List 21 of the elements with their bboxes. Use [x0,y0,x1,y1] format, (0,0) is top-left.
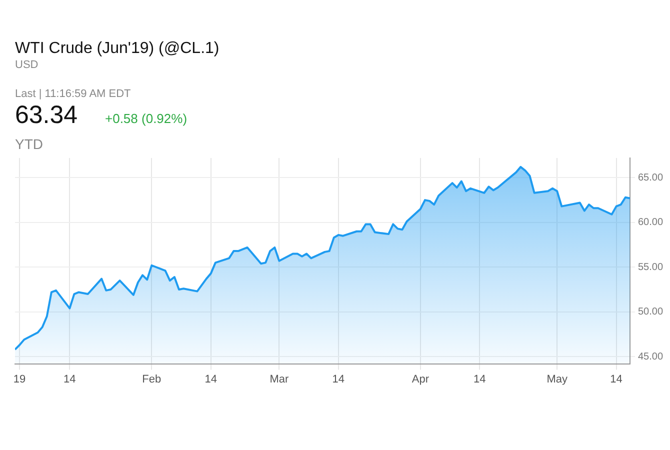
text: Last | 11:16:59 AM EDT [15,88,131,100]
x-tick-label: 19 [13,373,26,386]
x-tick-label: Mar [270,373,290,386]
chart-title: WTI Crude (Jun'19) (@CL.1) [15,40,220,58]
x-tick-label: 14 [474,373,486,386]
x-tick-label: 14 [332,373,345,386]
y-tick-label: 50.00 [638,306,664,318]
chart-subtitle: USD [15,59,38,71]
y-tick-label: 55.00 [638,262,664,273]
text: 63.34 [15,101,78,130]
y-tick-label: 65.00 [638,172,664,184]
x-tick-label: 14 [610,373,622,386]
x-tick-label: 14 [204,373,218,386]
y-tick-label: 60.00 [638,217,664,228]
text: YTD [15,136,43,152]
text: +0.58 (0.92%) [105,111,188,126]
x-tick-label: Apr [412,373,430,386]
x-tick-label: Feb [142,373,162,386]
x-tick-label: May [546,373,568,386]
x-tick-label: 14 [64,373,76,386]
y-tick-label: 45.00 [638,351,664,362]
